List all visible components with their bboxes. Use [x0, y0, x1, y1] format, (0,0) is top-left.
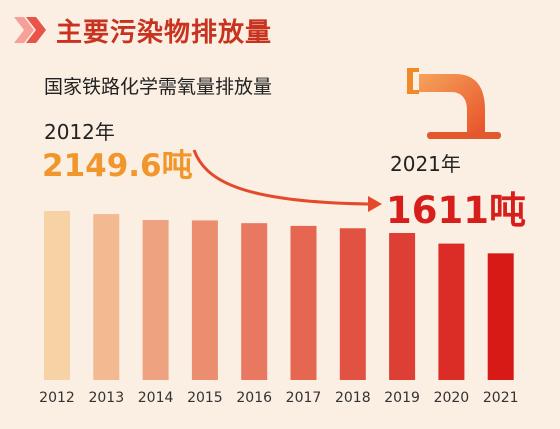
x-tick-label: 2020: [434, 390, 470, 406]
x-tick-label: 2014: [138, 390, 174, 406]
x-tick-label: 2021: [483, 390, 519, 406]
bar-2013: [93, 214, 120, 380]
bar-2021: [487, 253, 514, 380]
end-value-label: 1611吨: [386, 189, 526, 232]
bar-2014: [142, 220, 169, 380]
bar-2012: [44, 211, 70, 380]
faucet-icon: [407, 68, 501, 139]
bar-2017: [290, 225, 317, 380]
page-title: 主要污染物排放量: [56, 17, 273, 48]
x-tick-label: 2013: [88, 390, 124, 406]
bar-2018: [339, 228, 366, 380]
start-value-label: 2149.6吨: [42, 148, 193, 184]
bar-2020: [438, 243, 465, 380]
x-tick-label: 2012: [39, 390, 75, 406]
end-year-label: 2021年: [390, 152, 461, 176]
section-header: 主要污染物排放量: [14, 10, 272, 50]
x-tick-label: 2016: [236, 390, 272, 406]
double-chevron-icon: [14, 17, 46, 43]
chart-subtitle: 国家铁路化学需氧量排放量: [44, 76, 273, 98]
x-tick-label: 2015: [187, 390, 223, 406]
start-year-label: 2012年: [44, 120, 115, 144]
x-tick-label: 2019: [384, 390, 420, 406]
x-tick-label: 2018: [335, 390, 371, 406]
bar-2016: [241, 223, 268, 380]
x-tick-label: 2017: [286, 390, 322, 406]
bar-2015: [191, 220, 218, 380]
bar-2019: [389, 232, 416, 380]
